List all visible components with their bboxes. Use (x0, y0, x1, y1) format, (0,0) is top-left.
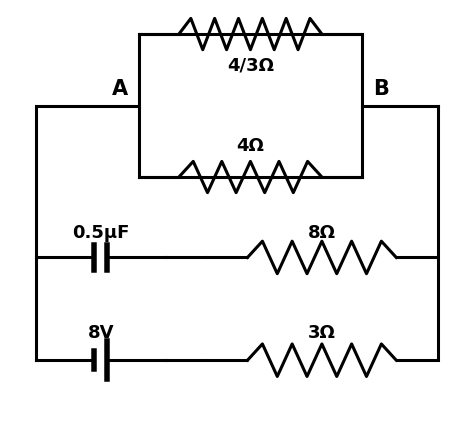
Text: A: A (111, 79, 128, 99)
Text: 8Ω: 8Ω (308, 224, 336, 242)
Text: 4/3Ω: 4/3Ω (227, 56, 274, 74)
Text: B: B (373, 79, 389, 99)
Text: 0.5μF: 0.5μF (72, 224, 129, 242)
Text: 4Ω: 4Ω (237, 137, 264, 155)
Text: 8V: 8V (88, 324, 114, 342)
Text: 3Ω: 3Ω (308, 324, 336, 342)
